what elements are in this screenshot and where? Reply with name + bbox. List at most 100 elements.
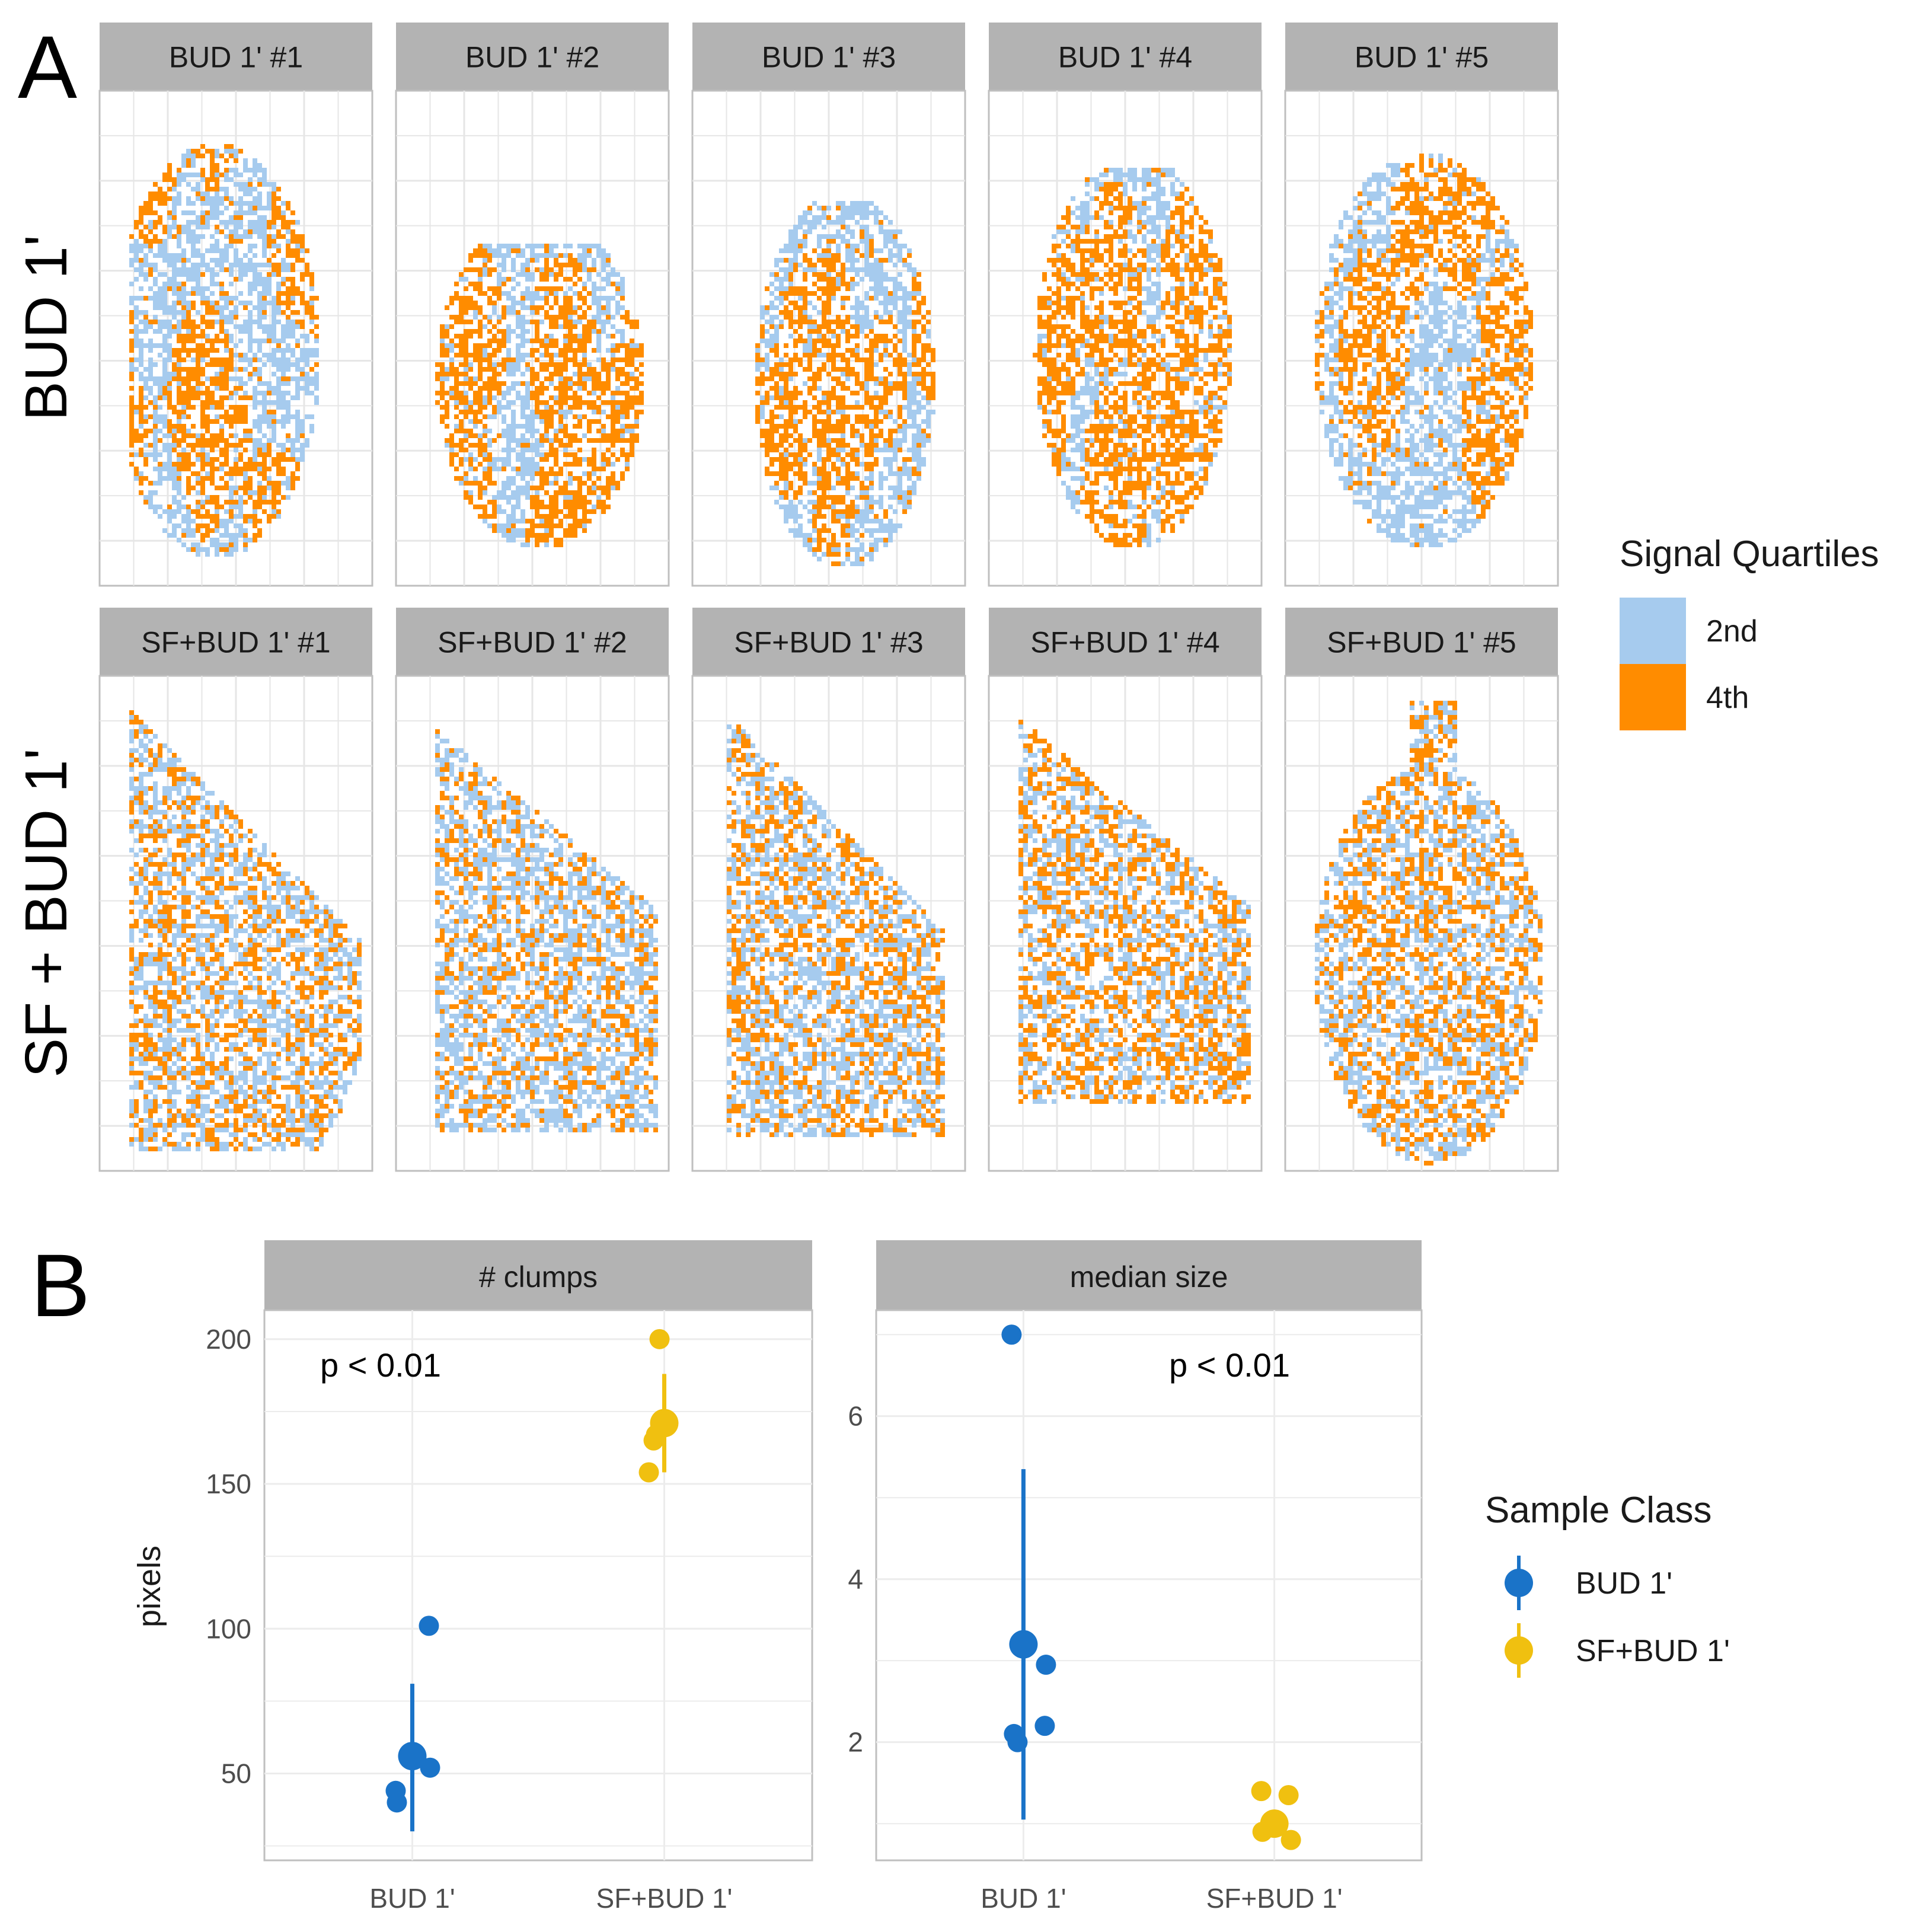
x-tick-label: BUD 1' [369,1883,455,1914]
legend-label: 2nd [1706,614,1758,649]
data-point [1034,1716,1055,1736]
facet-plot-area [875,1309,1423,1862]
p-value-annotation: p < 0.01 [320,1346,441,1384]
facet-strip [100,23,372,91]
facet-strip [989,23,1262,91]
data-point [649,1329,670,1349]
facet-label: BUD 1' #2 [465,41,599,74]
facet-label: SF+BUD 1' #3 [734,626,923,659]
quartile-2nd-pixels [727,724,945,1137]
facet-strip [876,1240,1422,1310]
y-tick-label: 150 [206,1468,251,1499]
facet-label: median size [1070,1260,1228,1294]
facet-label: # clumps [479,1260,598,1294]
facet-panel: BUD 1' #4 [988,23,1263,587]
facet-strip [989,608,1262,676]
p-value-annotation: p < 0.01 [1169,1346,1290,1384]
facet-label: SF+BUD 1' #5 [1327,626,1516,659]
y-axis-title: pixels [132,1546,167,1627]
legend-label: BUD 1' [1576,1566,1672,1601]
panel-a: A BUD 1' SF + BUD 1' BUD 1' #1 BUD 1' #2 BUD … [13,17,1879,1172]
panel-a-letter: A [18,17,77,117]
facet-strip [100,608,372,676]
data-point [387,1792,407,1813]
mean-point [1260,1809,1289,1838]
panel-b-letter: B [31,1235,90,1335]
y-tick-label: 6 [848,1401,863,1432]
y-tick-label: 4 [848,1564,863,1595]
panel-b: B # clumps 50 100 150 200 BUD 1' SF+BUD 1' p < 0… [31,1235,1730,1914]
facet-label: BUD 1' #4 [1058,41,1192,74]
row-label: SF + BUD 1' [13,748,79,1077]
y-tick-label: 2 [848,1727,863,1758]
quartile-4th-pixels [1315,154,1533,547]
scatter-facet: # clumps 50 100 150 200 BUD 1' SF+BUD 1' p < 0.… [206,1240,813,1914]
quartile-2nd-pixels [435,734,658,1132]
x-tick-label: BUD 1' [981,1883,1066,1914]
legend-swatch [1620,664,1686,730]
legend-key-point [1505,1569,1533,1597]
data-point [638,1462,659,1483]
x-tick-label: SF+BUD 1' [596,1883,733,1914]
mean-point [650,1409,679,1438]
data-point [1004,1723,1024,1744]
quartile-2nd-pixels [1018,724,1251,1104]
legend-title: Sample Class [1485,1490,1711,1531]
facet-label: SF+BUD 1' #1 [141,626,330,659]
facet-panel: SF+BUD 1' #5 [1284,608,1559,1172]
quartile-4th-pixels [129,144,319,552]
facet-panel: SF+BUD 1' #4 [988,608,1263,1172]
quartile-4th-pixels [435,729,658,1132]
data-point [1036,1655,1056,1675]
data-point [1001,1324,1022,1345]
facet-panel: BUD 1' #3 [691,23,966,587]
quartile-2nd-pixels [129,149,319,557]
facet-label: BUD 1' #1 [169,41,303,74]
y-tick-label: 100 [206,1613,251,1644]
quartile-2nd-pixels [755,201,935,566]
y-tick-label: 200 [206,1324,251,1355]
quartile-4th-pixels [1033,168,1232,547]
facet-strip [396,23,669,91]
quartile-4th-pixels [1018,720,1251,1104]
legend-swatch [1620,598,1686,664]
legend-label: SF+BUD 1' [1576,1634,1730,1668]
quartile-4th-pixels [1315,701,1543,1166]
facet-strip [396,608,669,676]
data-point [420,1757,440,1778]
data-point [1278,1785,1299,1806]
data-point [419,1615,439,1636]
facet-plot-area [263,1309,813,1862]
facet-label: BUD 1' #3 [762,41,896,74]
quartile-4th-pixels [435,244,644,547]
legend-title: Signal Quartiles [1620,534,1879,574]
facet-panel: SF+BUD 1' #2 [395,608,670,1172]
facet-panel: BUD 1' #5 [1284,23,1559,587]
legend-signal-quartiles: Signal Quartiles 2nd 4th [1620,534,1879,730]
scatter-facet: median size 2 4 6 BUD 1' SF+BUD 1' p < 0.01 [848,1240,1423,1914]
mean-point [1009,1630,1038,1659]
quartile-2nd-pixels [1315,154,1528,547]
facet-strip [692,608,965,676]
quartile-4th-pixels [129,710,362,1151]
y-tick-label: 50 [221,1758,251,1789]
legend-key-point [1505,1636,1533,1665]
facet-panel: BUD 1' #2 [395,23,670,587]
data-point [1280,1830,1301,1850]
facet-label: BUD 1' #5 [1355,41,1489,74]
mean-point [398,1742,427,1771]
facet-panel: SF+BUD 1' #1 [98,608,373,1172]
row-label: BUD 1' [13,235,79,421]
quartile-4th-pixels [755,206,935,566]
facet-strip [1285,608,1558,676]
facet-strip [1285,23,1558,91]
facet-strip [264,1240,812,1310]
facet-strip [692,23,965,91]
facet-label: SF+BUD 1' #4 [1030,626,1219,659]
legend-sample-class: Sample Class BUD 1' SF+BUD 1' [1485,1490,1730,1678]
facet-label: SF+BUD 1' #2 [438,626,627,659]
quartile-4th-pixels [727,724,945,1137]
facet-panel: BUD 1' #1 [98,23,373,587]
x-tick-label: SF+BUD 1' [1206,1883,1343,1914]
